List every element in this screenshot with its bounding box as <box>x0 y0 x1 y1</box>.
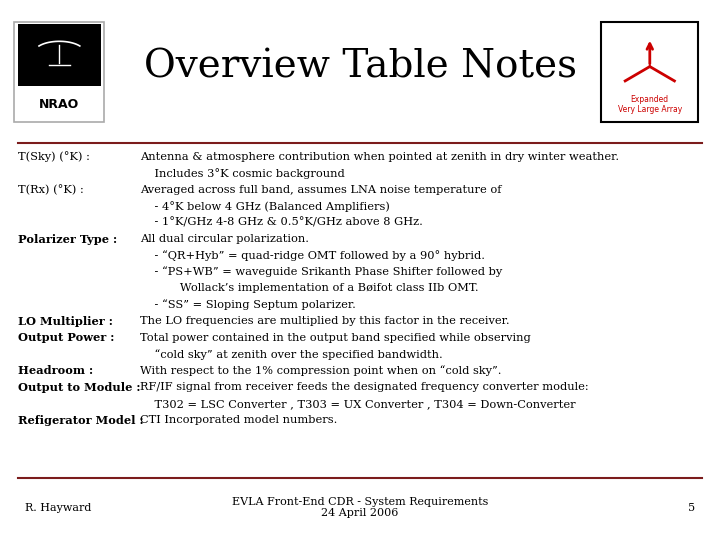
Text: T(Rx) (°K) :: T(Rx) (°K) : <box>18 184 84 195</box>
Text: Refigerator Model :: Refigerator Model : <box>18 415 143 426</box>
Text: 5: 5 <box>688 503 695 512</box>
Text: - “QR+Hyb” = quad-ridge OMT followed by a 90° hybrid.: - “QR+Hyb” = quad-ridge OMT followed by … <box>140 250 485 261</box>
Text: NRAO: NRAO <box>40 98 79 111</box>
Text: Antenna & atmosphere contribution when pointed at zenith in dry winter weather.: Antenna & atmosphere contribution when p… <box>140 152 619 162</box>
Text: The LO frequencies are multiplied by this factor in the receiver.: The LO frequencies are multiplied by thi… <box>140 316 510 327</box>
Text: LO Multiplier :: LO Multiplier : <box>18 316 113 327</box>
FancyBboxPatch shape <box>601 22 698 122</box>
Text: Includes 3°K cosmic background: Includes 3°K cosmic background <box>140 168 345 179</box>
Text: EVLA Front-End CDR - System Requirements
24 April 2006: EVLA Front-End CDR - System Requirements… <box>232 497 488 518</box>
Text: Headroom :: Headroom : <box>18 366 93 376</box>
Text: R. Hayward: R. Hayward <box>25 503 91 512</box>
Text: CTI Incorporated model numbers.: CTI Incorporated model numbers. <box>140 415 338 426</box>
Text: With respect to the 1% compression point when on “cold sky”.: With respect to the 1% compression point… <box>140 366 502 376</box>
Text: Output Power :: Output Power : <box>18 333 114 343</box>
Text: Wollack’s implementation of a Bøifot class IIb OMT.: Wollack’s implementation of a Bøifot cla… <box>140 284 479 294</box>
Text: “cold sky” at zenith over the specified bandwidth.: “cold sky” at zenith over the specified … <box>140 349 443 360</box>
Text: Total power contained in the output band specified while observing: Total power contained in the output band… <box>140 333 531 343</box>
Text: Averaged across full band, assumes LNA noise temperature of: Averaged across full band, assumes LNA n… <box>140 185 502 195</box>
Text: RF/IF signal from receiver feeds the designated frequency converter module:: RF/IF signal from receiver feeds the des… <box>140 382 589 393</box>
Text: - 4°K below 4 GHz (Balanced Amplifiers): - 4°K below 4 GHz (Balanced Amplifiers) <box>140 201 390 212</box>
Text: Expanded
Very Large Array: Expanded Very Large Array <box>618 95 682 114</box>
FancyBboxPatch shape <box>18 24 101 86</box>
FancyBboxPatch shape <box>18 86 101 119</box>
Text: All dual circular polarization.: All dual circular polarization. <box>140 234 310 244</box>
Text: T302 = LSC Converter , T303 = UX Converter , T304 = Down-Converter: T302 = LSC Converter , T303 = UX Convert… <box>140 399 576 409</box>
Text: Overview Table Notes: Overview Table Notes <box>143 49 577 86</box>
Text: Output to Module :: Output to Module : <box>18 382 140 393</box>
Text: - “SS” = Sloping Septum polarizer.: - “SS” = Sloping Septum polarizer. <box>140 300 356 310</box>
Text: T(Sky) (°K) :: T(Sky) (°K) : <box>18 151 90 162</box>
Text: - 1°K/GHz 4-8 GHz & 0.5°K/GHz above 8 GHz.: - 1°K/GHz 4-8 GHz & 0.5°K/GHz above 8 GH… <box>140 218 423 228</box>
Text: Polarizer Type :: Polarizer Type : <box>18 234 117 245</box>
FancyBboxPatch shape <box>14 22 104 122</box>
Text: - “PS+WB” = waveguide Srikanth Phase Shifter followed by: - “PS+WB” = waveguide Srikanth Phase Shi… <box>140 267 503 278</box>
